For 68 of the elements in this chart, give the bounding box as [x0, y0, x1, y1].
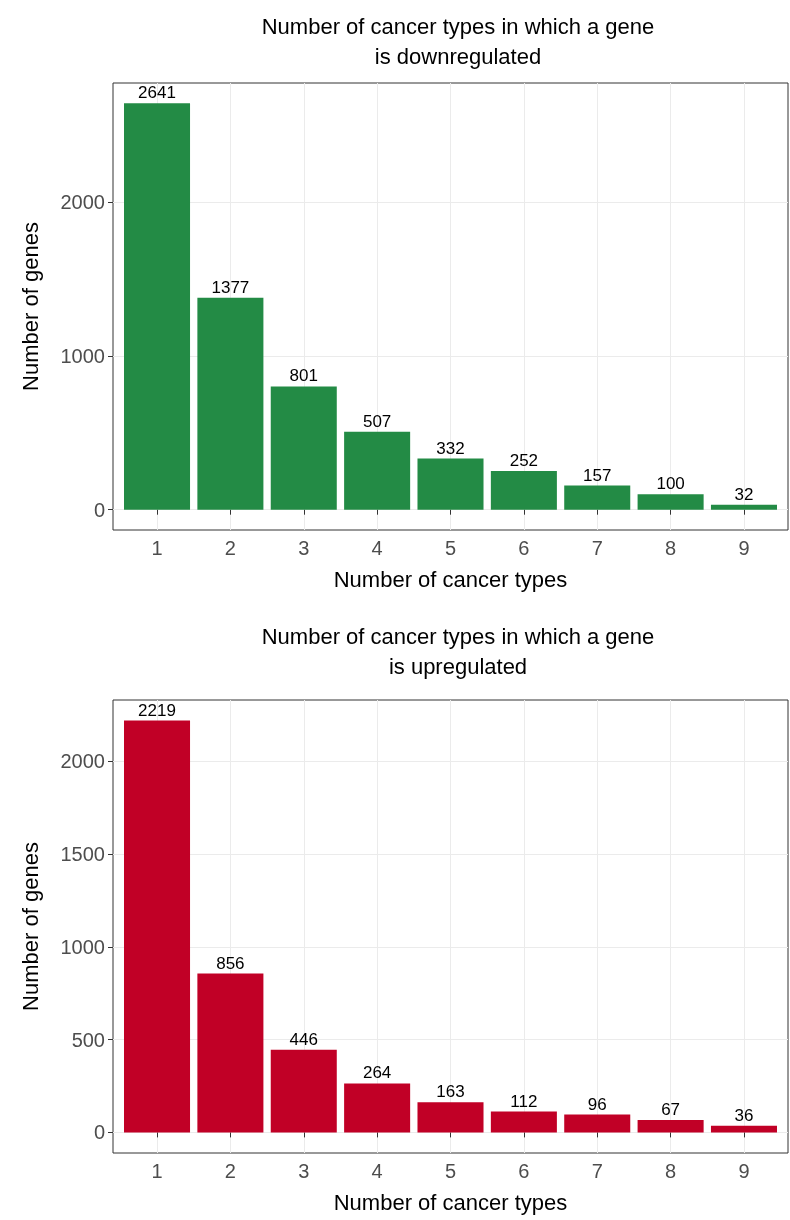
bar: [270, 1049, 337, 1133]
bar: [710, 1125, 777, 1133]
x-tick-label: 6: [518, 1160, 530, 1182]
x-tick-label: 3: [298, 1160, 310, 1182]
bar: [344, 431, 411, 510]
y-tick-label: 1000: [60, 344, 105, 367]
x-tick-label: 5: [444, 537, 457, 559]
bar: [710, 504, 777, 510]
x-tick-label: 9: [738, 1160, 750, 1182]
x-tick-label: 8: [665, 1160, 677, 1182]
y-tick-label: 0: [93, 1121, 105, 1144]
x-tick-label: 5: [444, 1160, 457, 1182]
data-label: 801: [289, 366, 318, 386]
data-label: 100: [656, 474, 685, 494]
bar: [124, 720, 191, 1133]
data-label: 252: [509, 450, 539, 470]
x-tick-label: 6: [518, 537, 530, 559]
x-tick-label: 9: [738, 537, 750, 559]
x-tick-label: 7: [591, 537, 603, 559]
data-label: 1377: [211, 277, 250, 297]
y-tick-label: 2000: [60, 190, 105, 213]
data-label: 163: [436, 1082, 465, 1102]
x-tick-label: 4: [371, 537, 383, 559]
y-axis-title: Number of genes: [17, 842, 43, 1011]
x-axis-title: Number of cancer types: [333, 566, 568, 592]
data-label: 32: [734, 484, 754, 504]
bar: [490, 470, 557, 510]
data-label: 36: [734, 1105, 754, 1125]
bar: [197, 973, 264, 1133]
x-tick-label: 1: [151, 537, 163, 559]
bar: [124, 103, 191, 510]
bar: [490, 1111, 557, 1133]
data-label: 446: [289, 1029, 318, 1049]
x-tick-label: 1: [151, 1160, 163, 1182]
bar: [417, 1102, 484, 1133]
x-tick-label: 4: [371, 1160, 383, 1182]
y-tick-label: 2000: [60, 750, 105, 773]
chart-title: Number of cancer types in which a gene is upregulated: [261, 623, 655, 679]
data-label: 96: [587, 1094, 607, 1114]
x-tick-label: 3: [298, 537, 310, 559]
data-label: 67: [661, 1099, 681, 1119]
y-tick-label: 0: [93, 498, 105, 521]
data-label: 2641: [138, 83, 176, 103]
x-tick-label: 2: [224, 537, 236, 559]
bar: [417, 458, 484, 510]
bar: [564, 1114, 631, 1133]
data-label: 264: [362, 1063, 392, 1083]
chart-title: Number of cancer types in which a gene is downregulated: [261, 13, 655, 69]
data-label: 507: [362, 411, 392, 431]
y-tick-label: 500: [71, 1028, 105, 1051]
y-axis-title: Number of genes: [17, 222, 43, 391]
data-label: 332: [436, 438, 465, 458]
y-tick-label: 1500: [60, 843, 105, 866]
bar: [197, 297, 264, 510]
y-tick-label: 1000: [60, 935, 105, 958]
x-tick-label: 2: [224, 1160, 236, 1182]
bar: [637, 494, 704, 510]
data-label: 2219: [138, 700, 176, 720]
data-label: 112: [510, 1091, 538, 1111]
x-tick-label: 8: [665, 537, 677, 559]
bar: [344, 1083, 411, 1133]
x-tick-label: 7: [591, 1160, 603, 1182]
data-label: 856: [216, 953, 245, 973]
x-axis-title: Number of cancer types: [333, 1189, 568, 1215]
bar: [270, 386, 337, 510]
bar: [637, 1119, 704, 1133]
data-label: 157: [583, 465, 612, 485]
bar: [564, 485, 631, 510]
